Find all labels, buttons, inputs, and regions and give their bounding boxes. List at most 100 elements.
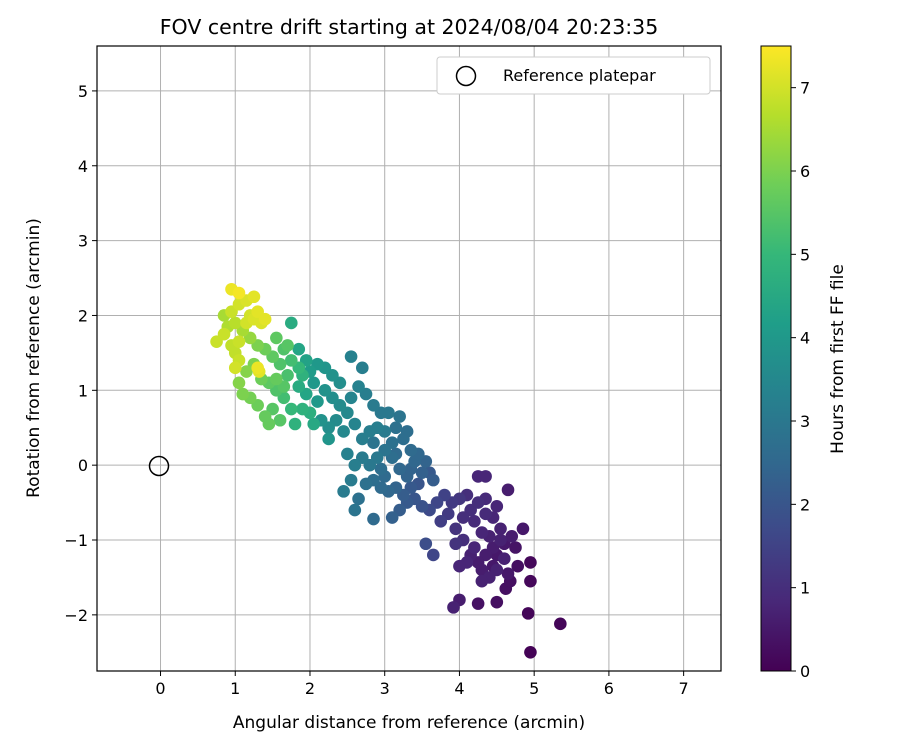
x-tick-label: 4 (454, 679, 464, 698)
colorbar-ticks: 0 1 2 3 4 5 6 7 (791, 79, 810, 681)
data-point (284, 316, 298, 330)
colorbar-tick-label: 6 (800, 162, 810, 181)
colorbar-tick-label: 0 (800, 662, 810, 681)
data-point (505, 529, 519, 543)
data-point (501, 483, 515, 497)
data-point (348, 458, 362, 472)
data-point (479, 507, 492, 521)
data-point (307, 417, 321, 431)
data-point (494, 533, 507, 547)
data-point (468, 541, 481, 554)
data-point (262, 417, 276, 431)
x-tick-label: 3 (380, 679, 390, 698)
data-point (367, 436, 380, 450)
data-point (344, 350, 358, 363)
data-point (524, 645, 537, 659)
data-point (337, 425, 350, 438)
data-point (393, 462, 406, 476)
data-point (251, 361, 264, 375)
data-point (490, 500, 504, 513)
data-point (374, 462, 388, 476)
data-point (475, 574, 489, 588)
data-point (516, 522, 530, 536)
legend-box (436, 56, 711, 95)
y-tick-label: 4 (78, 157, 88, 176)
x-tick-label: 6 (604, 679, 614, 698)
y-tick-label: 0 (78, 456, 88, 475)
data-point (270, 331, 283, 345)
data-point (232, 335, 246, 348)
colorbar-label: Hours from first FF file (828, 264, 848, 454)
legend: Reference platepar (436, 56, 711, 95)
data-point (217, 327, 231, 341)
y-tick-label: 1 (78, 381, 88, 400)
data-point (497, 552, 511, 566)
data-point (284, 402, 298, 416)
colorbar-tick-label: 2 (800, 495, 810, 514)
y-axis-ticks: −2 −1 0 1 2 3 4 5 (64, 82, 97, 625)
data-point (385, 511, 399, 524)
data-point (453, 559, 466, 573)
y-axis-label: Rotation from reference (arcmin) (24, 218, 44, 498)
legend-marker-icon (455, 65, 477, 87)
data-point (322, 432, 335, 446)
y-tick-label: −2 (64, 606, 88, 625)
data-point (247, 290, 261, 304)
data-point (344, 473, 358, 487)
x-tick-label: 1 (230, 679, 240, 698)
y-tick-label: 2 (78, 306, 88, 325)
data-point (359, 477, 373, 491)
data-point (292, 342, 306, 356)
y-tick-label: 3 (78, 232, 88, 251)
data-point (509, 541, 522, 554)
data-point (228, 316, 242, 330)
data-point (494, 522, 507, 536)
data-point (524, 574, 537, 588)
data-point (449, 537, 463, 551)
data-point (341, 447, 354, 461)
x-tick-label: 5 (529, 679, 539, 698)
data-point (337, 485, 350, 498)
colorbar-tick-label: 1 (800, 579, 810, 598)
data-point (348, 417, 362, 431)
data-point (273, 413, 287, 427)
data-point (404, 443, 418, 457)
data-point (471, 470, 485, 483)
x-axis-label: Angular distance from reference (arcmin) (233, 713, 585, 733)
colorbar: 0 1 2 3 4 5 6 7 Hours from first FF file (760, 45, 848, 681)
data-point (352, 492, 365, 506)
x-tick-label: 7 (679, 679, 689, 698)
data-point (258, 312, 272, 326)
data-point (471, 597, 485, 610)
colorbar-tick-label: 3 (800, 412, 810, 431)
data-point (471, 496, 485, 509)
data-point (524, 556, 537, 569)
data-point (318, 384, 332, 397)
data-point (475, 526, 489, 539)
x-axis-ticks: 0 1 2 3 4 5 6 7 (155, 671, 689, 698)
data-point (468, 514, 481, 528)
y-tick-label: 5 (78, 82, 88, 101)
data-point (281, 339, 294, 352)
data-point (426, 473, 440, 487)
data-point (456, 511, 470, 524)
data-point (240, 365, 253, 378)
data-point (232, 376, 246, 390)
colorbar-tick-label: 5 (800, 245, 810, 264)
data-point (426, 548, 440, 562)
data-point (270, 372, 283, 386)
legend-entry-reference-platepar: Reference platepar (503, 66, 656, 85)
data-point (307, 376, 321, 390)
data-point (367, 512, 380, 526)
data-point (501, 567, 515, 580)
data-point (554, 617, 567, 631)
colorbar-tick-label: 7 (800, 79, 810, 98)
data-point (311, 395, 324, 408)
plot-area-frame (96, 45, 722, 672)
y-tick-label: −1 (64, 531, 88, 550)
data-point (281, 369, 294, 382)
data-point (292, 380, 306, 393)
scatter-points (210, 282, 567, 659)
data-point (284, 354, 298, 367)
